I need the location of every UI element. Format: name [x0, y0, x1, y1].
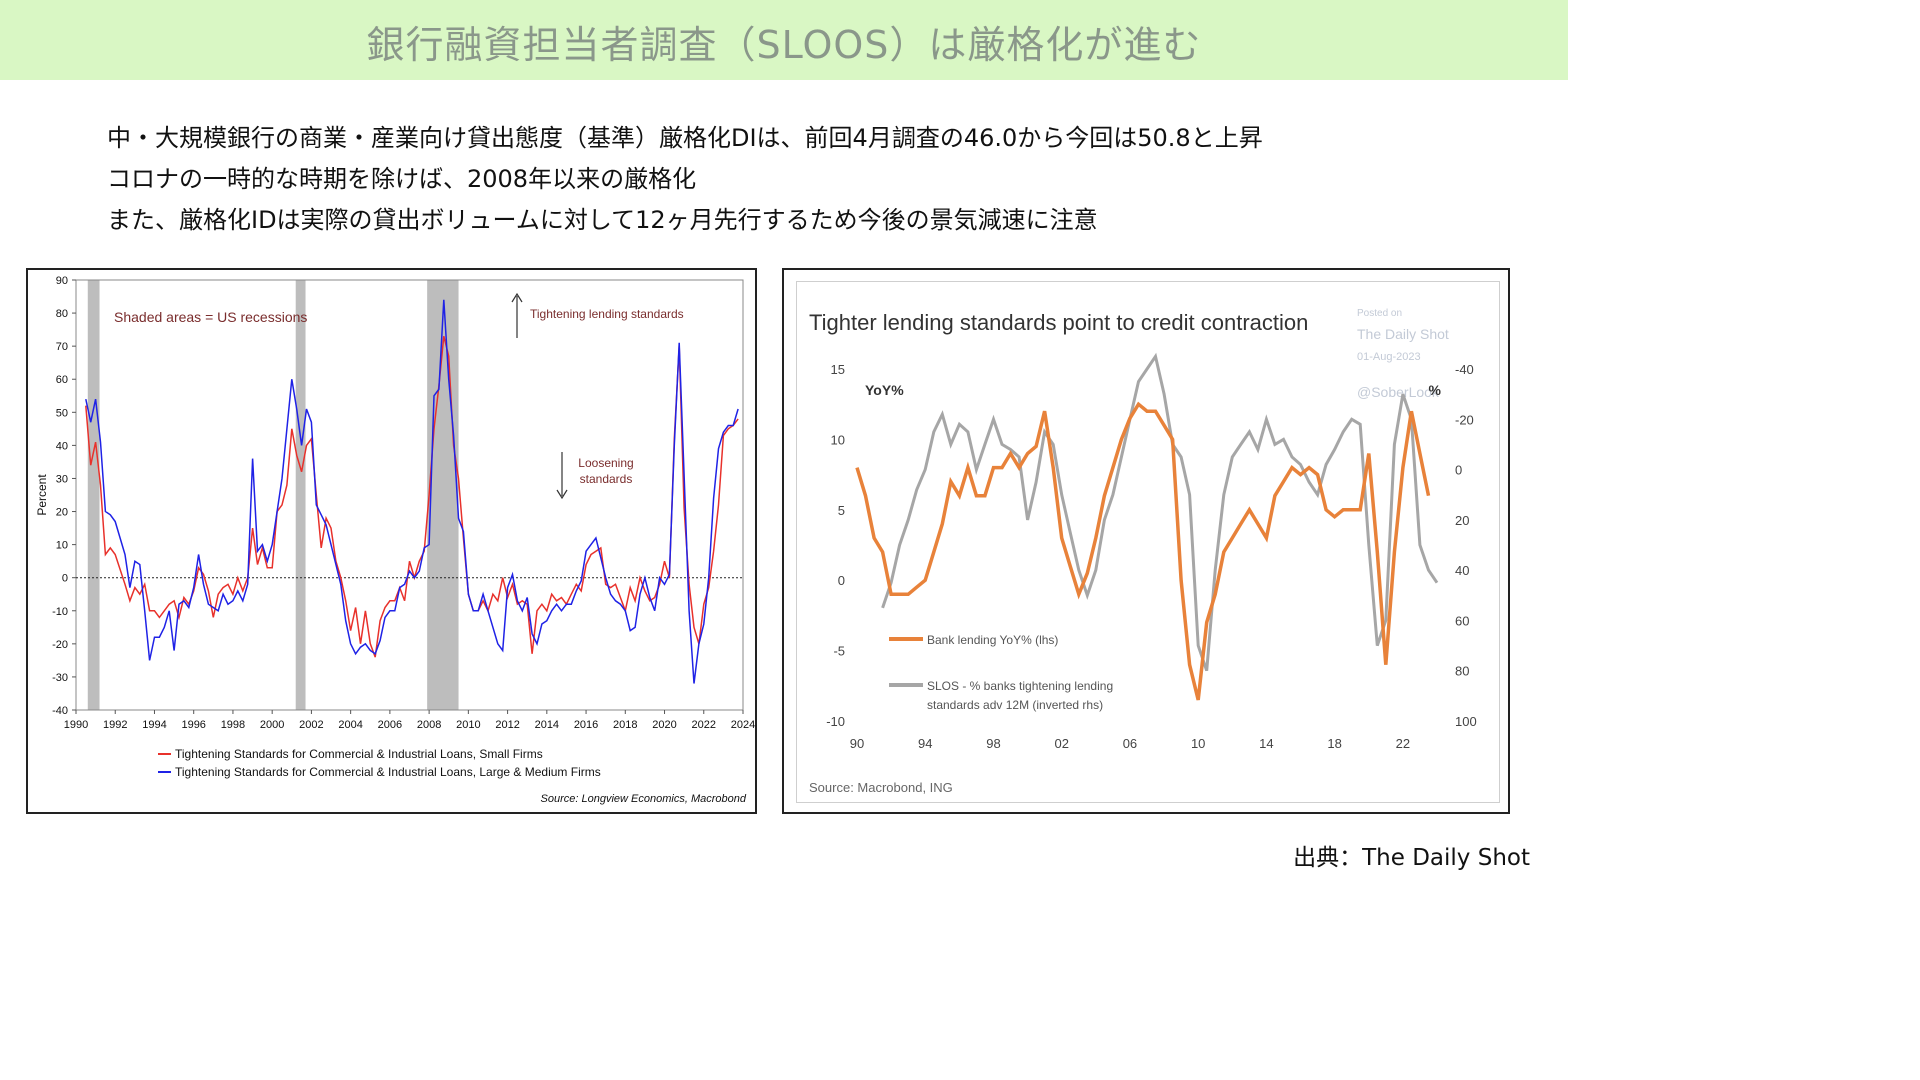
chart-source: Source: Macrobond, ING	[809, 780, 953, 795]
legend-label-lending: Bank lending YoY% (lhs)	[927, 633, 1058, 647]
bullet-line-3: また、厳格化IDは実際の貸出ボリュームに対して12ヶ月先行するため今後の景気減速…	[107, 206, 1098, 234]
sloos-chart-panel: 90 80 70 60 50 40 30 20 10 0 -10 -20 -30 -40 1990 1992 1…	[26, 268, 757, 814]
x-tick-label: 2018	[613, 719, 637, 731]
legend-label-slos-line1: SLOS - % banks tightening lending	[927, 679, 1113, 693]
series-line-small-firms	[85, 336, 739, 658]
y-tick-label: -10	[52, 606, 68, 618]
x-tick-label: 18	[1327, 736, 1341, 751]
credit-contraction-chart-panel: Tighter lending standards point to credi…	[782, 268, 1510, 814]
page-title: 銀行融資担当者調査（SLOOS）は厳格化が進む	[366, 23, 1202, 67]
y-tick-label-right: 40	[1455, 563, 1469, 578]
recession-band-1	[87, 280, 100, 710]
y-tick-label: 90	[56, 275, 68, 287]
x-tick-label: 2012	[495, 719, 519, 731]
x-tick-label: 06	[1123, 736, 1137, 751]
x-tick-label: 94	[918, 736, 932, 751]
x-tick-label: 2010	[456, 719, 480, 731]
y-tick-label-left: 5	[838, 503, 845, 518]
y-tick-label: -40	[52, 705, 68, 717]
x-tick-label: 1996	[181, 719, 205, 731]
watermark-line-1: Posted on	[1357, 308, 1402, 319]
credit-chart-frame: Tighter lending standards point to credi…	[796, 281, 1500, 803]
legend-label: Tightening Standards for Commercial & In…	[175, 765, 601, 779]
x-tick-label: 1994	[142, 719, 166, 731]
y-tick-label: 30	[56, 473, 68, 485]
bullet-line-1: 中・大規模銀行の商業・産業向け貸出態度（基準）厳格化DIは、前回4月調査の46.…	[107, 124, 1263, 152]
x-tick-label: 2016	[574, 719, 598, 731]
credit-contraction-chart: Tighter lending standards point to credi…	[809, 308, 1477, 795]
annotation-tightening: Tightening lending standards	[530, 307, 684, 321]
y-tick-label-left: 0	[838, 573, 845, 588]
y-tick-label-right: 80	[1455, 664, 1469, 679]
watermark-line-2: The Daily Shot	[1357, 326, 1449, 342]
x-tick-label: 2000	[260, 719, 284, 731]
x-tick-label: 98	[986, 736, 1000, 751]
series-line-slos	[881, 352, 1439, 672]
x-tick-label: 2014	[535, 719, 559, 731]
x-tick-label: 2020	[652, 719, 676, 731]
title-banner: 銀行融資担当者調査（SLOOS）は厳格化が進む	[0, 0, 1568, 80]
y-tick-label-right: -40	[1455, 362, 1474, 377]
x-tick-label: 2022	[692, 719, 716, 731]
x-tick-label: 02	[1054, 736, 1068, 751]
y-tick-label-left: -5	[833, 644, 845, 659]
right-axis-unit: %	[1429, 382, 1442, 398]
annotation-loosening-line1: Loosening	[578, 456, 633, 470]
x-tick-label: 1992	[103, 719, 127, 731]
y-tick-label-left: 10	[831, 432, 845, 447]
y-tick-label: 50	[56, 407, 68, 419]
annotation-loosening-line2: standards	[580, 472, 633, 486]
watermark-line-3: 01-Aug-2023	[1357, 351, 1421, 363]
y-tick-label: 40	[56, 440, 68, 452]
y-tick-label: 20	[56, 507, 68, 519]
y-tick-label-left: 15	[831, 362, 845, 377]
legend-label-slos-line2: standards adv 12M (inverted rhs)	[927, 698, 1103, 712]
y-tick-label-right: -20	[1455, 412, 1474, 427]
legend-label: Tightening Standards for Commercial & In…	[175, 747, 543, 761]
y-tick-label: 0	[62, 573, 68, 585]
tightening-arrow-head	[511, 292, 523, 303]
x-tick-label: 90	[850, 736, 864, 751]
bullet-line-2: コロナの一時的な時期を除けば、2008年以来の厳格化	[107, 165, 697, 193]
series-line-large-medium-firms	[85, 299, 739, 684]
y-tick-label: 60	[56, 374, 68, 386]
footer-source: 出典：The Daily Shot	[1293, 845, 1530, 871]
y-tick-label-right: 20	[1455, 513, 1469, 528]
x-tick-label: 10	[1191, 736, 1205, 751]
y-tick-label-right: 60	[1455, 613, 1469, 628]
x-tick-label: 2008	[417, 719, 441, 731]
watermark-line-4: @SoberLook	[1357, 384, 1440, 400]
y-tick-label: 10	[56, 540, 68, 552]
y-tick-label-left: -10	[826, 714, 845, 729]
loosening-arrow-head	[556, 489, 568, 500]
y-tick-label: 80	[56, 308, 68, 320]
chart-title: Tighter lending standards point to credi…	[809, 310, 1308, 335]
x-tick-label: 1990	[64, 719, 88, 731]
left-axis-unit: YoY%	[865, 382, 904, 398]
x-tick-label: 22	[1396, 736, 1410, 751]
chart-source: Source: Longview Economics, Macrobond	[541, 793, 747, 805]
series-line-bank-lending	[855, 401, 1431, 701]
summary-bullets: 中・大規模銀行の商業・産業向け貸出態度（基準）厳格化DIは、前回4月調査の46.…	[107, 118, 1263, 241]
y-tick-label-right: 0	[1455, 463, 1462, 478]
x-tick-label: 2004	[338, 719, 362, 731]
y-tick-label-right: 100	[1455, 714, 1477, 729]
plot-frame	[75, 279, 744, 711]
y-tick-label: -30	[52, 672, 68, 684]
recession-band-2	[295, 280, 306, 710]
x-tick-label: 2002	[299, 719, 323, 731]
x-tick-label: 1998	[221, 719, 245, 731]
x-tick-label: 14	[1259, 736, 1273, 751]
annotation-recessions: Shaded areas = US recessions	[114, 309, 307, 325]
y-tick-label: 70	[56, 341, 68, 353]
y-axis-title: Percent	[35, 474, 49, 516]
x-tick-label: 2024	[731, 719, 755, 731]
x-tick-label: 2006	[378, 719, 402, 731]
y-tick-label: -20	[52, 639, 68, 651]
